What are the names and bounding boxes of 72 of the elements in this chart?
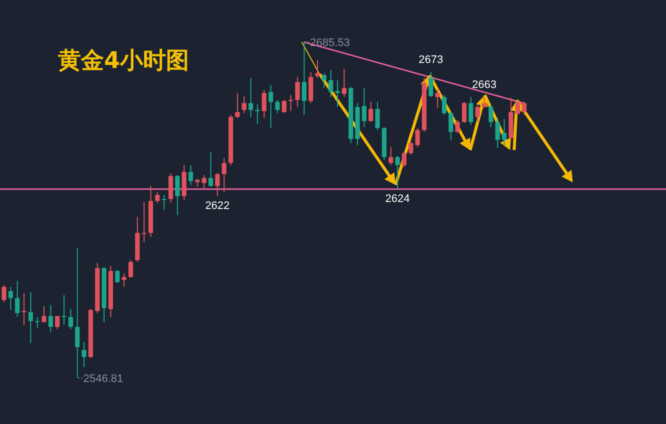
candlestick [22, 292, 26, 326]
candlestick [242, 96, 246, 114]
candlestick [175, 174, 180, 216]
candlestick [48, 304, 53, 333]
candlestick [442, 94, 447, 116]
annotation: 2624 [385, 193, 410, 206]
candlestick [282, 99, 286, 114]
candlestick [322, 72, 326, 89]
candlestick [215, 172, 220, 197]
candlestick [168, 172, 174, 204]
candlestick [515, 99, 520, 115]
candlestick [402, 152, 406, 168]
candlestick [122, 272, 126, 288]
candlestick [115, 269, 120, 284]
candlestick [335, 80, 340, 108]
candlestick [222, 158, 226, 193]
candlestick [75, 247, 80, 378]
candlestick [128, 260, 134, 278]
candlestick [142, 201, 146, 242]
candlestick [208, 152, 214, 188]
candlestick [368, 101, 374, 123]
candlestick [235, 92, 240, 118]
candlestick [388, 146, 394, 166]
candlestick [262, 90, 266, 118]
candlestick [522, 101, 527, 116]
candlestick [162, 194, 166, 210]
candlestick [408, 142, 414, 156]
candlestick [308, 72, 314, 104]
candlestick [248, 77, 254, 118]
candlestick [428, 72, 434, 98]
candlestick [395, 155, 400, 190]
annotation: 2673 [418, 54, 444, 66]
candlestick [435, 88, 440, 108]
candlestick [188, 164, 194, 186]
candlestick [468, 96, 474, 126]
candlestick [375, 101, 380, 130]
candlestick [448, 112, 454, 140]
candlestick [28, 292, 33, 344]
candlestick [15, 280, 20, 318]
candlestick [275, 99, 280, 114]
candlestick [495, 117, 500, 148]
candlestick [155, 192, 160, 204]
candlestick [315, 59, 320, 78]
candlestick [455, 120, 460, 134]
candlestick [482, 96, 487, 108]
candlestick [42, 306, 46, 323]
candlestick [2, 284, 6, 302]
candlestick [328, 69, 334, 98]
candlestick [302, 42, 306, 116]
candlestick [295, 76, 300, 108]
chart-title: 黄金4小时图 [57, 48, 190, 74]
candlestick [462, 101, 467, 124]
candlestick [342, 68, 346, 98]
candlestick [415, 128, 420, 148]
annotation: 2685.53 [310, 37, 350, 49]
candlestick [475, 104, 480, 123]
candlestick [362, 88, 366, 128]
candlestick [55, 316, 60, 330]
annotation: 2546.81 [83, 373, 124, 385]
candlestick [35, 316, 40, 329]
candlestick [268, 84, 274, 129]
annotation: 2622 [205, 200, 230, 212]
candlestick [202, 174, 206, 190]
candlestick [288, 94, 294, 112]
candlestick [502, 118, 507, 146]
candlestick [68, 308, 73, 330]
candlestick [488, 104, 494, 128]
candlestick [82, 341, 86, 368]
candlestick [62, 294, 66, 326]
candlestick [255, 104, 260, 124]
annotation: 2663 [472, 79, 496, 92]
candlestick [8, 286, 13, 310]
